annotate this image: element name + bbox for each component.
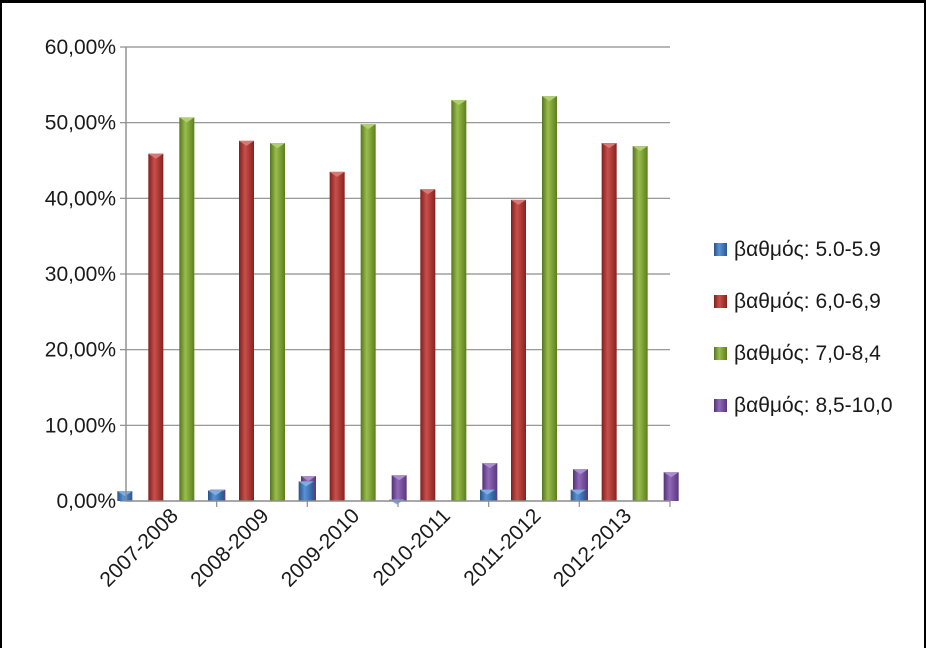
legend: βαθμός: 5.0-5.9 βαθμός: 6,0-6,9 βαθμός: 7,… [714,238,893,417]
bar-top-cap [391,475,407,481]
legend-label: βαθμός: 7,0-8,4 [734,342,881,365]
y-tick-label: 30,00% [45,263,116,286]
bar [480,489,495,501]
bar-top-cap [179,117,195,123]
bar-top-cap [480,489,495,495]
bar [511,199,526,501]
x-tick-label: 2012-2013 [549,504,636,591]
y-tick-label: 10,00% [45,414,116,437]
bar-top-cap [482,463,498,469]
x-tick-label: 2010-2011 [369,504,455,590]
bar-top-cap [117,491,133,497]
bar-top-cap [632,146,648,152]
x-tick-label: 2011-2012 [459,504,545,590]
y-tick-label: 40,00% [45,187,116,210]
bar-top-cap [208,490,223,496]
x-tick-labels: 2007-2008 2008-2009 2009-2010 2010-2011 2011… [96,504,637,591]
bar [632,146,648,501]
y-tick-label: 0,00% [56,490,116,513]
bar-top-cap [451,99,467,105]
legend-label: βαθμός: 8,5-10,0 [734,394,893,417]
bar [179,117,195,502]
gridlines [120,46,670,502]
bar-top-cap [420,189,436,195]
bar-top-cap [148,153,164,159]
axes [125,47,671,507]
x-tick-label: 2009-2010 [277,504,364,591]
x-tick-label: 2007-2008 [96,504,183,591]
bar-top-cap [573,469,588,475]
y-tick-label: 60,00% [45,36,116,59]
bar [208,490,223,501]
bar-top-cap [239,140,254,146]
bar-top-cap [511,199,526,205]
bar [601,143,617,501]
bar-top-cap [301,476,316,482]
legend-swatch [714,243,727,256]
bar [360,124,376,502]
bar [148,153,164,501]
bar-top-cap [570,489,586,495]
bar-top-cap [298,481,314,487]
bar [570,489,586,501]
bar [391,475,407,501]
bar-top-cap [360,124,376,130]
bar-top-cap [663,472,679,478]
bar [542,96,557,501]
bar [420,189,436,501]
legend-swatch [714,347,727,360]
y-tick-label: 20,00% [45,339,116,362]
legend-swatch [714,295,727,308]
legend-swatch [714,399,727,412]
bar-top-cap [270,143,285,149]
y-tick-label: 50,00% [45,112,116,135]
bars [117,96,679,505]
bar-top-cap [389,499,405,505]
legend-label: βαθμός: 5.0-5.9 [734,238,881,261]
y-tick-labels: 0,00% 10,00% 20,00% 30,00% 40,00% 50,00% 60,00… [45,36,116,513]
bar-top-cap [542,96,557,102]
bar-top-cap [329,171,345,177]
bar-top-cap [601,143,617,149]
legend-label: βαθμός: 6,0-6,9 [734,290,881,313]
x-tick-label: 2008-2009 [186,504,273,591]
bar [239,140,254,501]
bar [329,171,345,501]
bar [298,481,314,501]
bar [270,143,285,501]
bar-chart: 0,00% 10,00% 20,00% 30,00% 40,00% 50,00% 60,00… [45,36,893,592]
bar [451,99,467,501]
bar [663,472,679,501]
